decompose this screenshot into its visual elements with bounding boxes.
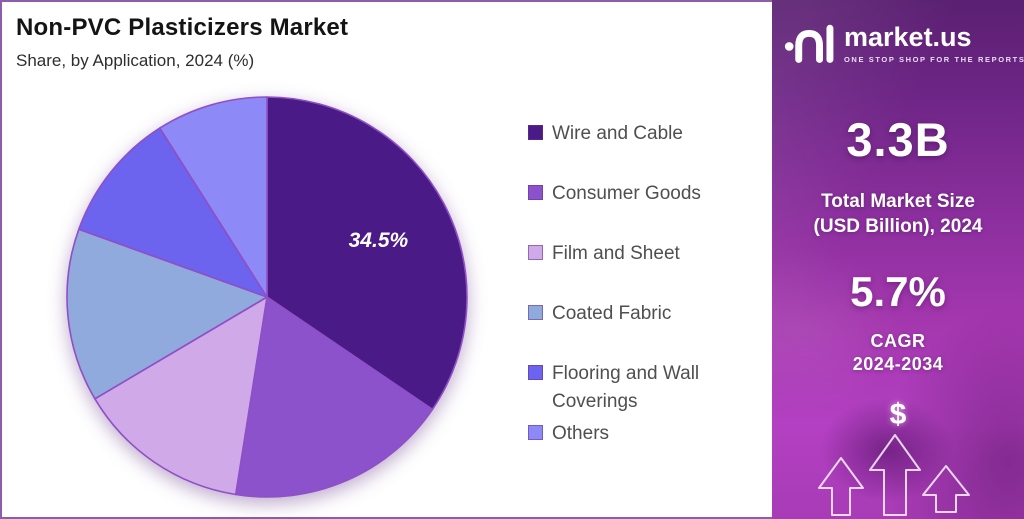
legend-swatch <box>528 305 543 320</box>
chart-legend: Wire and Cable Consumer Goods Film and She… <box>528 110 763 450</box>
header: Non-PVC Plasticizers Market Share, by Ap… <box>16 14 348 71</box>
market-size-label: Total Market Size (USD Billion), 2024 <box>813 191 983 237</box>
pie-slice-wire-and-cable <box>266 96 468 411</box>
pie-slice-coated-fabric <box>66 228 268 400</box>
pie-slice-others <box>159 96 268 298</box>
pie-data-label: 34.5% <box>349 229 409 252</box>
legend-label: Flooring and Wall Coverings <box>552 363 700 412</box>
market-size-value: 3.3B <box>846 113 950 166</box>
legend-item: Flooring and Wall Coverings <box>528 360 763 415</box>
legend-item: Coated Fabric <box>528 300 671 328</box>
legend-item: Wire and Cable <box>528 120 683 148</box>
cagr-label: CAGR 2024-2034 <box>852 331 944 375</box>
legend-swatch <box>528 245 543 260</box>
pie-chart-svg: 34.5% <box>66 96 468 498</box>
legend-swatch <box>528 425 543 440</box>
page-title: Non-PVC Plasticizers Market <box>16 14 349 41</box>
pie-slice-consumer-goods <box>234 296 434 498</box>
market-us-logo-icon <box>784 24 834 63</box>
legend-swatch <box>528 185 543 200</box>
brand-tagline: ONE STOP SHOP FOR THE REPORTS <box>844 55 1024 64</box>
page-subtitle: Share, by Application, 2024 (%) <box>16 51 255 70</box>
market-us-logo: market.us ONE STOP SHOP FOR THE REPORTS <box>784 20 1024 66</box>
legend-label: Film and Sheet <box>552 243 680 264</box>
brand-name: market.us <box>844 22 972 52</box>
legend-label: Coated Fabric <box>552 303 672 324</box>
growth-arrows-icon <box>818 434 970 516</box>
brand-text-block: market.us ONE STOP SHOP FOR THE REPORTS <box>844 20 1024 65</box>
legend-swatch <box>528 365 543 380</box>
legend-item: Others <box>528 420 609 448</box>
legend-label: Wire and Cable <box>552 123 683 144</box>
legend-swatch <box>528 125 543 140</box>
pie-slice-film-and-sheet <box>94 296 268 496</box>
dollar-icon: $ <box>889 398 907 431</box>
legend-label: Others <box>552 423 610 444</box>
pie-chart: 34.5% <box>47 77 487 517</box>
cagr-value: 5.7% <box>850 268 946 315</box>
legend-label: Consumer Goods <box>552 183 701 204</box>
legend-item: Film and Sheet <box>528 240 680 268</box>
brand-panel: market.us ONE STOP SHOP FOR THE REPORTS … <box>772 0 1024 519</box>
pie-slice-flooring-and-wall-coverings <box>78 127 268 298</box>
legend-item: Consumer Goods <box>528 180 701 208</box>
